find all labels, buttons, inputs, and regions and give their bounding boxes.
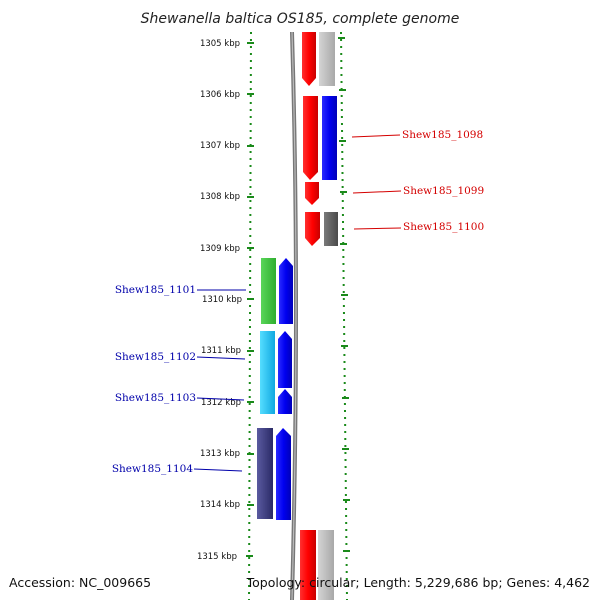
gene-block-red [300,530,316,600]
scale-label: 1307 kbp [200,141,240,151]
gene-arrow-blue [278,389,292,414]
scale-label: 1315 kbp [197,552,237,562]
outer-ring-ticks [338,37,350,552]
gene-block-cyan [260,331,275,414]
gene-label-forward: Shew185_1098 [402,129,483,141]
gene-block-grey [318,530,334,600]
scale-label: 1314 kbp [200,500,240,510]
scale-label: 1305 kbp [200,39,240,49]
scale-labels: 1305 kbp 1306 kbp 1307 kbp 1308 kbp 1309… [197,39,242,562]
gene-arrow-blue [276,428,291,520]
gene-arrow-red [305,182,319,205]
gene-label-forward: Shew185_1099 [403,185,484,197]
scale-label: 1313 kbp [200,449,240,459]
gene-arrow-blue [322,96,337,180]
gene-label-reverse: Shew185_1101 [115,284,196,296]
gene-label-reverse: Shew185_1102 [115,351,196,363]
gene-block-green [261,258,276,324]
gene-block-darkgrey [324,212,338,246]
map-title: Shewanella baltica OS185, complete genom… [141,11,460,27]
scale-label: 1312 kbp [201,398,241,408]
inner-dotted-ring [248,31,252,600]
gene-arrow-blue [278,331,292,388]
scale-label: 1306 kbp [200,90,240,100]
topology-text: Topology: circular; Length: 5,229,686 bp… [246,575,590,590]
scale-label: 1311 kbp [201,346,241,356]
gene-block-grey [319,32,335,86]
gene-arrow-blue [279,258,293,324]
reverse-strand-genes [257,258,293,520]
gene-label-reverse: Shew185_1103 [115,392,196,404]
gene-arrow-red [302,32,316,86]
scale-label: 1310 kbp [202,295,242,305]
gene-arrow-red [305,212,320,246]
gene-arrow-red [303,96,318,180]
accession-text: Accession: NC_009665 [9,575,151,590]
scale-ticks [246,42,254,557]
gene-block-navy [257,428,273,519]
forward-gene-labels: Shew185_1098 Shew185_1099 Shew185_1100 [351,129,484,233]
gene-label-forward: Shew185_1100 [403,221,484,233]
outer-dotted-ring [340,31,348,600]
scale-label: 1308 kbp [200,192,240,202]
scale-label: 1309 kbp [200,244,240,254]
forward-strand-genes [300,32,338,600]
gene-label-reverse: Shew185_1104 [112,463,193,475]
reverse-gene-labels: Shew185_1101 Shew185_1102 Shew185_1103 S… [112,284,246,475]
